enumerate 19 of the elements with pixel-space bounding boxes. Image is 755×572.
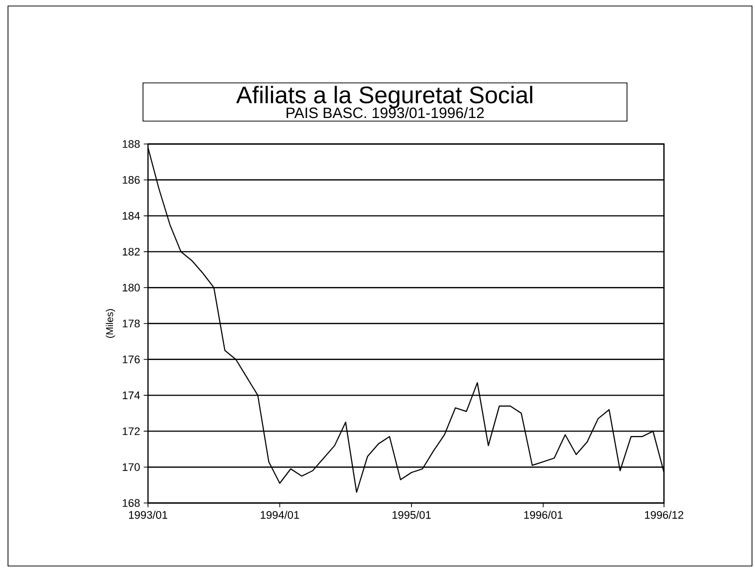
x-tick-label: 1996/01 [524, 510, 563, 519]
y-tick-label: 186 [122, 176, 140, 184]
chart-subtitle: PAIS BASC. 1993/01-1996/12 [286, 107, 484, 118]
y-tick-label: 168 [122, 499, 140, 507]
x-tick-label: 1995/01 [392, 510, 431, 519]
x-tick-label: 1994/01 [260, 510, 300, 519]
y-tick-label: 178 [122, 320, 140, 328]
x-tick-label: 1993/01 [129, 510, 168, 519]
y-tick-label: 184 [122, 212, 140, 220]
y-tick-label: 180 [122, 284, 140, 292]
x-tick-label: 1996/12 [645, 510, 684, 519]
y-tick-label: 182 [122, 248, 140, 256]
y-tick-label: 188 [122, 140, 140, 148]
y-tick-label: 170 [122, 463, 140, 471]
chart-title: Afiliats a la Seguretat Social [236, 86, 532, 108]
y-tick-label: 176 [122, 356, 140, 364]
y-axis-title: (Miles) [106, 309, 116, 338]
y-tick-label: 172 [122, 427, 140, 436]
y-tick-label: 174 [122, 392, 140, 400]
